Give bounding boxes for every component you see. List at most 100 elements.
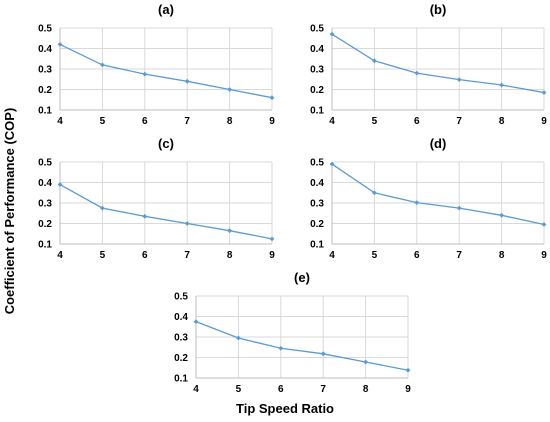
data-point [184,221,190,226]
chart-panel-0: (a) 0.1 0.2 0.3 0.4 0.5 4 5 6 7 8 9 [38,2,275,127]
panel-title: (c) [158,136,174,151]
data-point [405,367,411,373]
panel-title: (a) [158,2,174,17]
x-tick-label: 6 [414,250,420,261]
x-tick-label: 8 [363,384,369,395]
y-tick-label: 0.1 [310,240,324,251]
chart-panel-4: (e) 0.1 0.2 0.3 0.4 0.5 4 5 6 7 8 9 [174,270,411,395]
series-line [59,43,273,99]
x-tick-label: 6 [414,116,420,127]
data-point [320,351,326,357]
y-tick-label: 0.4 [310,44,324,55]
series-line [331,33,545,94]
y-tick-label: 0.3 [310,199,324,210]
data-point [329,161,335,167]
data-point [278,345,284,351]
data-point [456,205,462,211]
x-tick-label: 5 [100,250,106,261]
y-tick-label: 0.4 [38,178,52,189]
x-tick-label: 9 [541,116,547,127]
panel-title: (d) [430,136,447,151]
chart-panel-1: (b) 0.1 0.2 0.3 0.4 0.5 4 5 6 7 8 9 [310,2,547,127]
x-tick-label: 9 [269,250,275,261]
data-point [499,82,504,88]
x-tick-label: 5 [100,116,106,127]
x-tick-label: 8 [499,116,505,127]
data-point [142,213,148,219]
data-point [372,58,377,64]
y-tick-label: 0.4 [310,178,324,189]
x-tick-label: 4 [329,116,335,127]
x-tick-label: 5 [372,116,378,127]
x-tick-label: 5 [372,250,378,261]
data-point [269,95,275,101]
data-point [372,190,377,196]
y-tick-label: 0.2 [38,85,52,96]
x-tick-label: 8 [227,116,233,127]
y-tick-label: 0.3 [38,65,52,76]
x-tick-label: 4 [57,250,63,261]
x-axis-label: Tip Speed Ratio [236,401,334,416]
y-axis-label: Coefficient of Performance (COP) [2,108,17,315]
data-point [456,77,462,83]
data-point [184,78,190,84]
y-tick-label: 0.2 [310,219,324,230]
y-tick-label: 0.3 [310,65,324,76]
y-tick-label: 0.5 [174,292,188,303]
y-tick-label: 0.1 [310,106,324,117]
chart-panel-2: (c) 0.1 0.2 0.3 0.4 0.5 4 5 6 7 8 9 [38,136,275,261]
x-tick-label: 9 [541,250,547,261]
panels: (a) 0.1 0.2 0.3 0.4 0.5 4 5 6 7 8 9 (b) 0.1 0.2 0.3 0.4 0… [38,2,547,395]
data-point [57,42,63,47]
y-tick-label: 0.3 [174,333,188,344]
x-tick-label: 9 [405,384,411,395]
data-point [142,71,148,77]
data-point [541,90,547,95]
y-tick-label: 0.5 [38,158,52,169]
x-tick-label: 7 [184,250,190,261]
data-point [541,222,547,227]
y-tick-label: 0.4 [38,44,52,55]
y-tick-label: 0.2 [38,219,52,230]
x-tick-label: 8 [227,250,233,261]
data-point [363,359,368,365]
x-tick-label: 4 [193,384,199,395]
x-tick-label: 8 [499,250,505,261]
chart-panel-3: (d) 0.1 0.2 0.3 0.4 0.5 4 5 6 7 8 9 [310,136,547,261]
series-line [59,183,273,240]
y-tick-label: 0.1 [174,374,188,385]
y-tick-label: 0.5 [38,24,52,35]
y-tick-label: 0.5 [310,24,324,35]
series-line [331,163,545,226]
x-tick-label: 7 [456,116,462,127]
x-tick-label: 5 [236,384,242,395]
data-point [227,87,232,92]
data-point [414,70,420,76]
data-point [57,182,63,187]
x-tick-label: 7 [184,116,190,127]
data-point [193,319,199,325]
y-tick-label: 0.3 [38,199,52,210]
panel-title: (b) [430,2,447,17]
panel-title: (e) [294,270,310,285]
x-tick-label: 4 [57,116,63,127]
data-point [100,205,105,211]
y-tick-label: 0.2 [310,85,324,96]
data-point [227,228,232,234]
data-point [269,236,275,242]
y-tick-label: 0.1 [38,106,52,117]
data-point [414,200,420,205]
x-tick-label: 6 [142,116,148,127]
y-tick-label: 0.4 [174,312,188,323]
x-tick-label: 6 [278,384,284,395]
x-tick-label: 7 [456,250,462,261]
data-point [329,31,335,37]
series-line [195,321,409,371]
data-point [499,212,504,218]
y-tick-label: 0.2 [174,353,188,364]
y-tick-label: 0.5 [310,158,324,169]
x-tick-label: 7 [320,384,326,395]
x-tick-label: 6 [142,250,148,261]
x-tick-label: 4 [329,250,335,261]
